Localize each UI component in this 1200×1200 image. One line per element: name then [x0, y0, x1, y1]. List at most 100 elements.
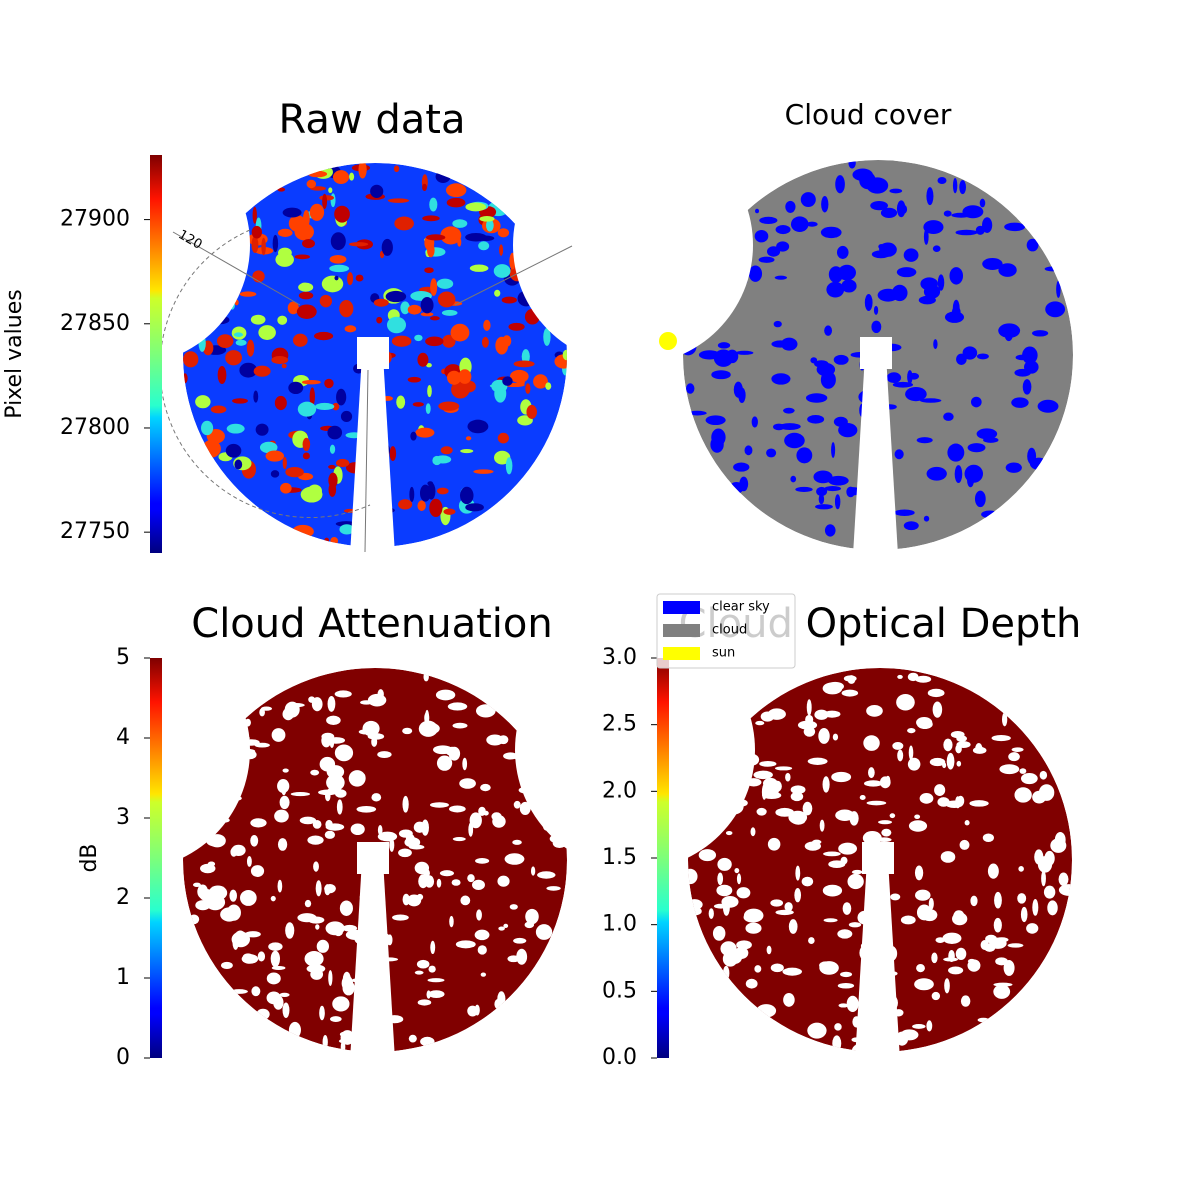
tick-label: 4 [116, 725, 130, 750]
tick-label: 0.5 [602, 978, 637, 1003]
image-spot [698, 849, 717, 862]
image-spot [991, 735, 1011, 742]
image-spot [253, 390, 259, 403]
image-spot [766, 448, 777, 458]
image-spot [537, 871, 556, 879]
image-spot [481, 336, 489, 348]
image-spot [226, 423, 245, 434]
image-spot [908, 372, 920, 380]
image-spot [427, 243, 435, 258]
image-spot [819, 819, 825, 832]
image-spot [497, 228, 510, 238]
image-spot [195, 395, 211, 409]
image-spot [319, 294, 332, 308]
image-spot [326, 774, 345, 791]
colorbar-label: Pixel values [2, 289, 27, 418]
image-spot [805, 393, 828, 403]
image-spot [425, 336, 444, 347]
image-spot [734, 947, 749, 959]
image-spot [246, 339, 255, 357]
image-spot [334, 789, 347, 798]
image-spot [327, 425, 343, 440]
image-mask [10, 630, 250, 870]
image-spot [993, 982, 1013, 987]
image-spot [307, 170, 328, 178]
image-spot [348, 242, 369, 247]
image-spot [774, 766, 793, 771]
image-spot [1032, 330, 1049, 337]
image-spot [327, 737, 346, 744]
image-spot [398, 848, 412, 858]
tick-label: 1 [116, 965, 130, 990]
image-spot [319, 1005, 325, 1021]
image-spot [220, 907, 239, 922]
image-spot [1041, 870, 1046, 887]
image-spot [926, 466, 947, 481]
image-spot [250, 314, 266, 325]
image-spot [452, 219, 468, 228]
image-spot [376, 316, 383, 324]
image-spot [808, 937, 815, 945]
panel-title: Raw data [279, 97, 466, 143]
image-spot [512, 839, 522, 845]
image-spot [712, 926, 726, 941]
image-spot [878, 243, 885, 250]
image-spot [823, 710, 841, 718]
image-spot [304, 899, 312, 908]
image-spot [274, 809, 289, 823]
tick-label: 27750 [60, 519, 130, 544]
image-spot [956, 760, 962, 767]
image-spot [257, 951, 266, 962]
image-spot [927, 688, 945, 698]
image-spot [255, 423, 269, 436]
image-spot [892, 742, 904, 750]
image-spot [880, 207, 898, 218]
image-spot [947, 443, 965, 462]
image-spot [1058, 872, 1069, 887]
image-spot [336, 799, 343, 815]
image-spot [265, 450, 285, 462]
image-spot [754, 965, 762, 973]
image-spot [831, 442, 836, 458]
image-spot [846, 995, 859, 1012]
image-spot [422, 183, 427, 192]
image-spot [915, 675, 932, 683]
image-spot [770, 963, 784, 973]
image-spot [1022, 379, 1032, 395]
image-spot [871, 320, 882, 334]
image-spot [325, 921, 345, 936]
image-spot [282, 707, 294, 721]
image-spot [841, 279, 857, 293]
image-spot [232, 934, 239, 950]
image-spot [278, 247, 292, 258]
image-spot [974, 490, 986, 508]
image-spot [325, 823, 345, 831]
image-spot [928, 897, 934, 910]
image-spot [371, 793, 382, 802]
image-spot [389, 838, 395, 852]
image-spot [526, 404, 537, 419]
image-spot [932, 701, 943, 718]
image-spot [285, 922, 295, 939]
image-spot [919, 398, 942, 403]
image-spot [1007, 943, 1024, 948]
image-spot [271, 356, 289, 364]
image-spot [273, 995, 284, 1010]
image-spot [233, 332, 244, 337]
image-spot [756, 807, 767, 816]
image-spot [193, 882, 201, 888]
image-spot [923, 220, 944, 234]
image-spot [952, 178, 958, 194]
image-spot [840, 856, 848, 865]
image-spot [385, 290, 407, 303]
image-spot [232, 398, 248, 404]
image-spot [943, 412, 954, 421]
image-spot [807, 757, 828, 765]
image-spot [309, 203, 325, 221]
image-spot [467, 874, 475, 883]
image-spot [427, 481, 434, 486]
image-spot [235, 339, 247, 346]
image-spot [863, 735, 880, 751]
image-spot [725, 349, 739, 364]
image-spot [794, 888, 802, 903]
